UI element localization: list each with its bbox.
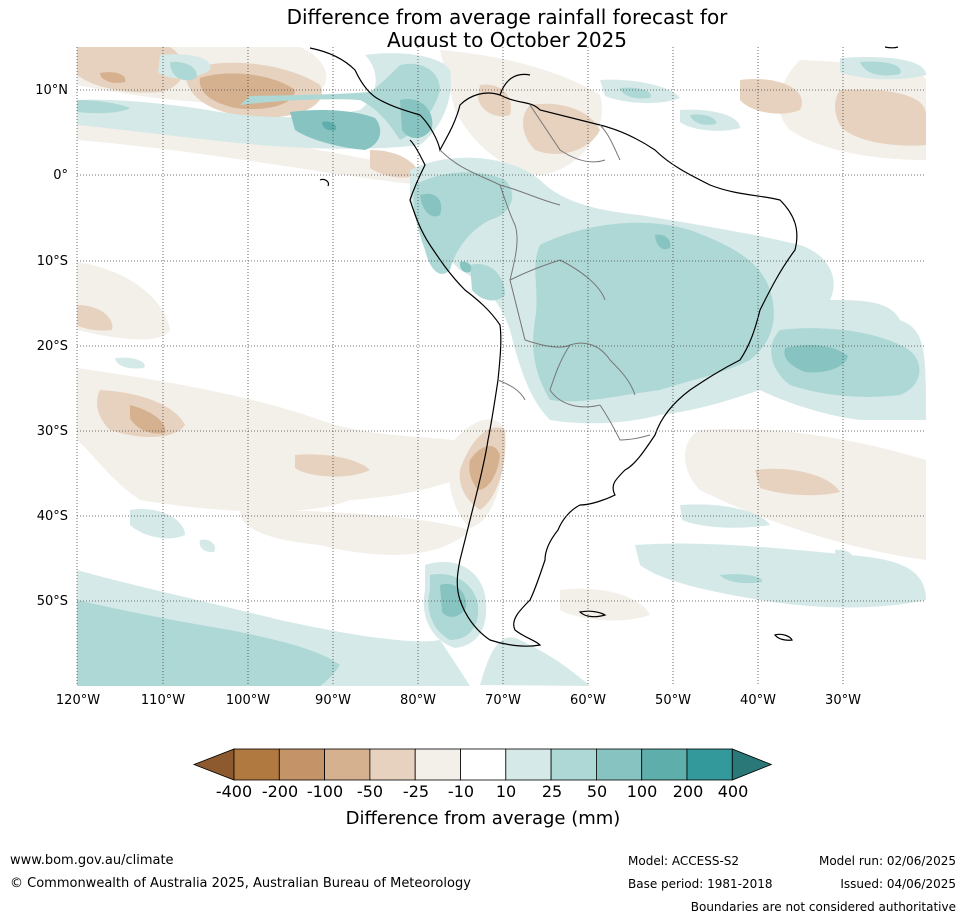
- colorbar-label: 10: [495, 782, 517, 801]
- colorbar-segment: [414, 748, 461, 781]
- country-borders: [439, 104, 651, 441]
- colorbar-segment: [596, 748, 643, 781]
- footer-model-run: Model run: 02/06/2025: [818, 854, 956, 868]
- lat-label-30s: 30°S: [36, 424, 68, 439]
- lon-label-100w: 100°W: [225, 693, 271, 708]
- footer-base-period: Base period: 1981-2018: [628, 877, 773, 891]
- graticule: [76, 47, 926, 686]
- colorbar-segment: [460, 748, 507, 781]
- colorbar-label: -50: [356, 782, 384, 801]
- colorbar-segment: [324, 748, 371, 781]
- lon-label-110w: 110°W: [140, 693, 186, 708]
- colorbar-label: 50: [586, 782, 608, 801]
- lat-label-10s: 10°S: [36, 254, 68, 269]
- colorbar-segment: [233, 748, 280, 781]
- colorbar-label: 400: [717, 782, 749, 801]
- footer-issued: Issued: 04/06/2025: [840, 877, 956, 891]
- lon-label-80w: 80°W: [400, 693, 436, 708]
- colorbar-label: -200: [261, 782, 299, 801]
- lat-label-40s: 40°S: [36, 509, 68, 524]
- lat-label-10n: 10°N: [35, 83, 68, 98]
- lon-label-30w: 30°W: [825, 693, 861, 708]
- footer-disclaimer: Boundaries are not considered authoritat…: [690, 900, 956, 914]
- colorbar-segment: [278, 748, 325, 781]
- colorbar-arrow-low: [192, 748, 235, 781]
- lon-label-70w: 70°W: [485, 693, 521, 708]
- lat-label-50s: 50°S: [36, 594, 68, 609]
- colorbar-segment: [641, 748, 688, 781]
- colorbar-segment: [686, 748, 733, 781]
- colorbar-segments: [192, 748, 773, 781]
- lon-label-90w: 90°W: [315, 693, 351, 708]
- map-title-line1: Difference from average rainfall forecas…: [286, 5, 728, 29]
- colorbar-label: 100: [626, 782, 658, 801]
- colorbar-title: Difference from average (mm): [345, 808, 621, 829]
- lat-label-0: 0°: [53, 168, 68, 183]
- anomaly-shading: [77, 47, 926, 686]
- footer-model: Model: ACCESS-S2: [628, 854, 740, 868]
- footer-website: www.bom.gov.au/climate: [10, 853, 174, 868]
- colorbar-arrow-high: [731, 748, 773, 781]
- colorbar-label: 200: [672, 782, 704, 801]
- colorbar-label: -400: [215, 782, 253, 801]
- lon-label-120w: 120°W: [55, 693, 101, 708]
- footer-copyright: © Commonwealth of Australia 2025, Austra…: [10, 876, 471, 891]
- colorbar-label: -10: [447, 782, 475, 801]
- colorbar-label: -100: [306, 782, 344, 801]
- map-title-line2: August to October 2025: [386, 28, 628, 52]
- colorbar-segment: [505, 748, 552, 781]
- colorbar-label: 25: [541, 782, 563, 801]
- lon-label-60w: 60°W: [570, 693, 606, 708]
- colorbar-segment: [550, 748, 597, 781]
- lon-label-50w: 50°W: [655, 693, 691, 708]
- lat-label-20s: 20°S: [36, 339, 68, 354]
- colorbar-segment: [369, 748, 416, 781]
- lon-label-40w: 40°W: [740, 693, 776, 708]
- colorbar-label: -25: [402, 782, 430, 801]
